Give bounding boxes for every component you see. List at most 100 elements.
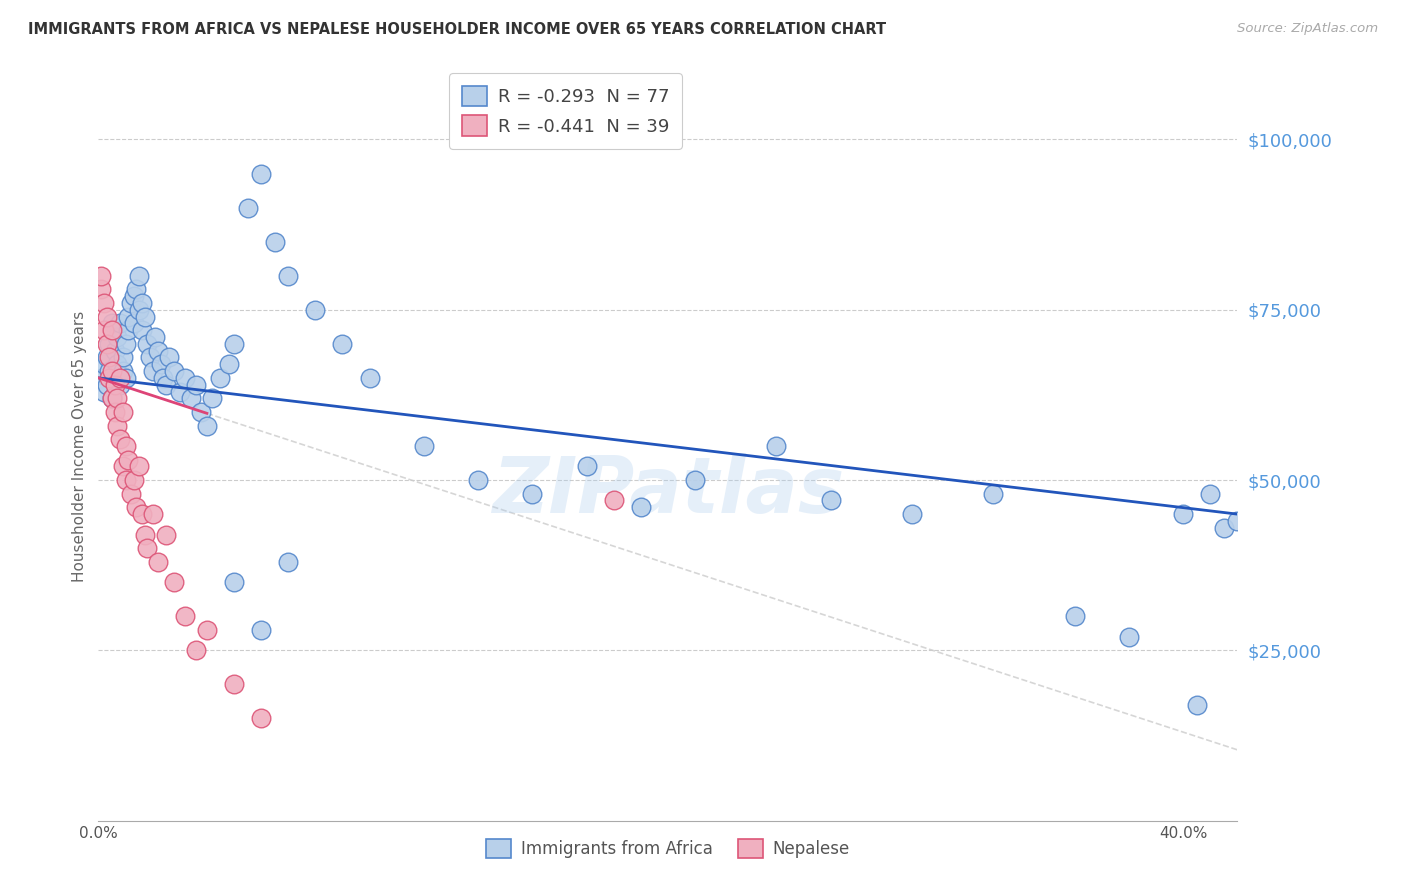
Point: [155, 527, 177, 541]
Point: [169, 384, 191, 399]
Point: [93, 357, 115, 371]
Point: [683, 473, 706, 487]
Point: [152, 371, 174, 385]
Point: [108, 371, 131, 385]
Point: [263, 235, 285, 249]
Point: [120, 486, 142, 500]
Point: [114, 473, 136, 487]
Point: [96, 336, 118, 351]
Point: [131, 507, 153, 521]
Point: [222, 336, 245, 351]
Point: [125, 282, 148, 296]
Point: [765, 439, 787, 453]
Y-axis label: Householder Income Over 65 years: Householder Income Over 65 years: [72, 310, 87, 582]
Point: [96, 351, 118, 365]
Point: [90, 282, 112, 296]
Point: [125, 500, 148, 515]
Point: [111, 351, 134, 365]
Point: [236, 201, 259, 215]
Point: [117, 310, 139, 324]
Point: [250, 167, 273, 181]
Point: [114, 371, 136, 385]
Point: [195, 623, 218, 637]
Point: [142, 507, 165, 521]
Point: [630, 500, 652, 515]
Point: [101, 364, 124, 378]
Point: [1118, 630, 1140, 644]
Point: [1199, 486, 1222, 500]
Point: [104, 343, 127, 358]
Point: [146, 343, 169, 358]
Point: [101, 323, 124, 337]
Point: [467, 473, 489, 487]
Point: [142, 364, 165, 378]
Point: [111, 364, 134, 378]
Text: Source: ZipAtlas.com: Source: ZipAtlas.com: [1237, 22, 1378, 36]
Point: [304, 302, 326, 317]
Point: [128, 459, 150, 474]
Point: [901, 507, 924, 521]
Point: [107, 357, 129, 371]
Point: [136, 541, 159, 556]
Point: [201, 392, 224, 406]
Text: ZIPatlas: ZIPatlas: [492, 453, 844, 529]
Point: [104, 371, 127, 385]
Point: [195, 418, 218, 433]
Point: [122, 317, 145, 331]
Point: [146, 555, 169, 569]
Point: [174, 609, 197, 624]
Point: [108, 317, 131, 331]
Point: [163, 575, 186, 590]
Point: [108, 432, 131, 446]
Point: [1171, 507, 1194, 521]
Point: [120, 296, 142, 310]
Point: [98, 364, 121, 378]
Point: [155, 377, 177, 392]
Point: [134, 310, 156, 324]
Point: [122, 289, 145, 303]
Point: [250, 711, 273, 725]
Point: [134, 527, 156, 541]
Point: [522, 486, 544, 500]
Point: [96, 377, 118, 392]
Legend: Immigrants from Africa, Nepalese: Immigrants from Africa, Nepalese: [479, 832, 856, 864]
Point: [117, 452, 139, 467]
Point: [575, 459, 598, 474]
Point: [1185, 698, 1208, 712]
Point: [107, 392, 129, 406]
Point: [1212, 521, 1234, 535]
Point: [332, 336, 354, 351]
Point: [90, 268, 112, 283]
Point: [93, 296, 115, 310]
Point: [218, 357, 240, 371]
Point: [107, 330, 129, 344]
Point: [359, 371, 381, 385]
Point: [190, 405, 212, 419]
Point: [114, 336, 136, 351]
Point: [1063, 609, 1085, 624]
Point: [250, 623, 273, 637]
Point: [136, 336, 159, 351]
Point: [107, 418, 129, 433]
Point: [128, 302, 150, 317]
Point: [139, 351, 162, 365]
Point: [277, 268, 299, 283]
Point: [180, 392, 202, 406]
Point: [93, 384, 115, 399]
Point: [277, 555, 299, 569]
Point: [111, 405, 134, 419]
Point: [1226, 514, 1249, 528]
Point: [412, 439, 434, 453]
Point: [104, 377, 127, 392]
Point: [222, 677, 245, 691]
Point: [111, 459, 134, 474]
Point: [90, 371, 112, 385]
Text: IMMIGRANTS FROM AFRICA VS NEPALESE HOUSEHOLDER INCOME OVER 65 YEARS CORRELATION : IMMIGRANTS FROM AFRICA VS NEPALESE HOUSE…: [28, 22, 886, 37]
Point: [98, 336, 121, 351]
Point: [157, 351, 180, 365]
Point: [114, 439, 136, 453]
Point: [104, 405, 127, 419]
Point: [93, 323, 115, 337]
Point: [184, 377, 207, 392]
Point: [163, 364, 186, 378]
